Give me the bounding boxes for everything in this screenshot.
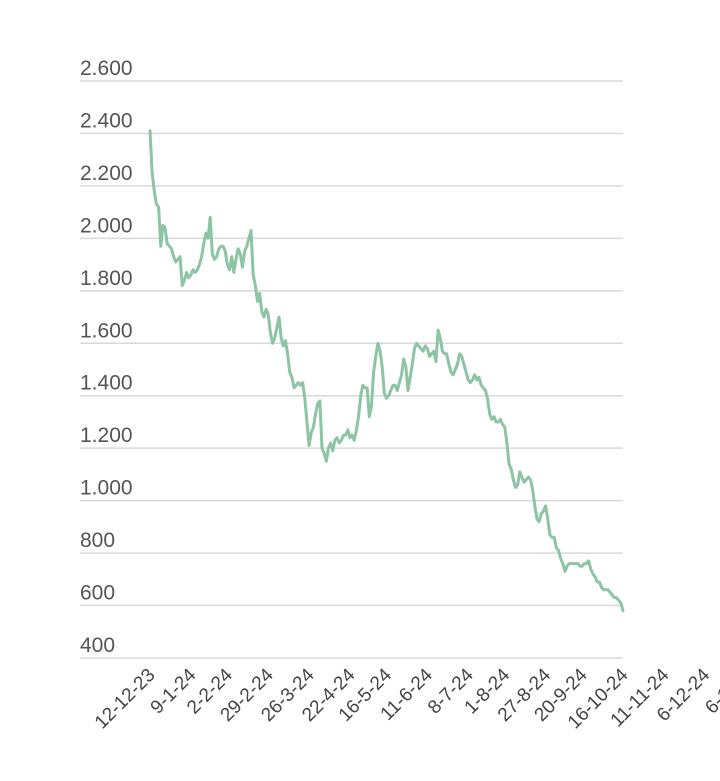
y-tick-label: 2.200 bbox=[80, 162, 133, 185]
y-tick-label: 400 bbox=[80, 634, 115, 657]
y-tick-label: 2.000 bbox=[80, 214, 133, 237]
y-tick-label: 1.000 bbox=[80, 477, 133, 500]
y-tick-label: 600 bbox=[80, 582, 115, 605]
y-tick-label: 2.400 bbox=[80, 109, 133, 132]
y-tick-label: 1.400 bbox=[80, 372, 133, 395]
y-axis-tick-labels: 2.600 2.400 2.200 2.000 1.800 1.600 1.400 1.200… bbox=[80, 57, 133, 657]
y-tick-label: 1.600 bbox=[80, 319, 133, 342]
series-line bbox=[148, 129, 625, 613]
x-axis-tick-labels: 12-12-239-1-242-2-2429-2-2426-3-2422-4-2… bbox=[91, 664, 720, 733]
series-layer bbox=[148, 129, 625, 613]
y-tick-label: 1.200 bbox=[80, 424, 133, 447]
x-tick-label: 12-12-23 bbox=[91, 665, 160, 734]
y-tick-label: 1.800 bbox=[80, 267, 133, 290]
y-tick-label: 800 bbox=[80, 529, 115, 552]
y-tick-label: 2.600 bbox=[80, 57, 133, 80]
gridlines bbox=[80, 80, 623, 659]
